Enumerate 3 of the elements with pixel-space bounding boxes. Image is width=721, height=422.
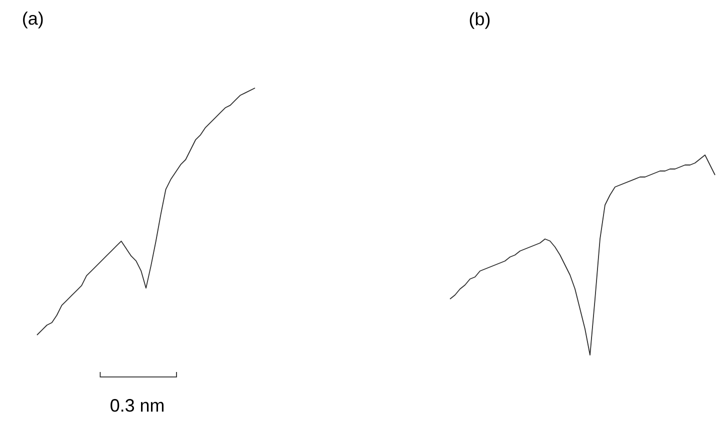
chart-title: (b) — [470, 12, 490, 29]
chart-title: (a) — [23, 12, 43, 28]
text: 0.3 nm — [110, 399, 164, 412]
